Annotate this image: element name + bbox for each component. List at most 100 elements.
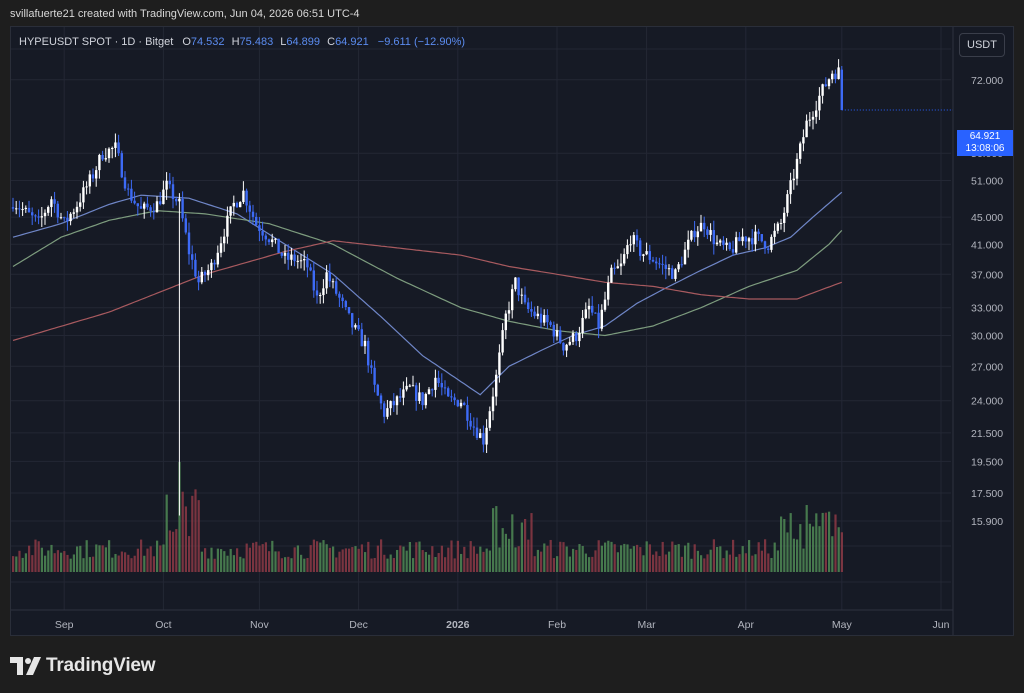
open-value: 74.532 xyxy=(190,36,225,48)
candle-body xyxy=(184,218,187,233)
x-tick-label: Mar xyxy=(638,619,657,631)
candle-body xyxy=(479,433,482,438)
volume-bar xyxy=(498,547,501,572)
candle-body xyxy=(280,252,283,256)
candle-body xyxy=(693,230,696,238)
volume-bar xyxy=(120,551,123,572)
candle-body xyxy=(59,217,63,219)
volume-bar xyxy=(124,552,127,572)
volume-bar xyxy=(172,531,175,572)
volume-bar xyxy=(188,536,191,572)
price-chart[interactable]: 80.00072.00056.00051.00045.00041.00037.0… xyxy=(11,27,1013,635)
volume-bar xyxy=(479,546,482,572)
candle-body xyxy=(216,252,219,265)
volume-bar xyxy=(812,526,815,572)
volume-bar xyxy=(405,550,408,572)
candle-body xyxy=(104,158,107,160)
volume-bar xyxy=(428,554,431,572)
volume-bar xyxy=(783,518,786,572)
candle-body xyxy=(837,67,840,79)
volume-bar xyxy=(792,538,795,572)
volume-bar xyxy=(642,555,645,572)
y-tick-label: 45.000 xyxy=(971,212,1003,224)
candle-body xyxy=(722,240,725,246)
candle-body xyxy=(536,313,539,317)
candle-body xyxy=(818,95,821,111)
chart-panel[interactable]: 80.00072.00056.00051.00045.00041.00037.0… xyxy=(10,26,1014,636)
currency-selector[interactable]: USDT xyxy=(959,33,1005,57)
volume-bar xyxy=(620,545,623,572)
candle-body xyxy=(40,216,43,218)
candle-body xyxy=(24,207,27,210)
candle-body xyxy=(376,384,379,396)
candle-body xyxy=(347,306,351,314)
candle-body xyxy=(139,206,143,209)
volume-bar xyxy=(504,533,507,572)
candle-body xyxy=(799,143,802,159)
volume-bar xyxy=(284,557,287,572)
candle-body xyxy=(421,392,424,406)
candle-body xyxy=(619,263,623,267)
volume-bar xyxy=(300,554,303,572)
volume-bar xyxy=(840,532,843,572)
volume-bar xyxy=(520,522,523,572)
volume-bar xyxy=(136,548,139,572)
volume-bar xyxy=(108,540,111,572)
volume-bar xyxy=(725,550,728,572)
candle-body xyxy=(751,238,754,245)
volume-bar xyxy=(360,544,363,572)
candle-body xyxy=(757,231,760,235)
volume-bar xyxy=(444,557,447,572)
y-tick-label: 27.000 xyxy=(971,361,1003,373)
candle-body xyxy=(223,236,226,244)
candle-body xyxy=(610,267,613,283)
candle-body xyxy=(562,342,565,351)
volume-bar xyxy=(818,526,821,572)
volume-bar xyxy=(805,505,808,572)
candle-body xyxy=(351,313,354,328)
candle-body xyxy=(200,271,203,283)
candle-body xyxy=(335,281,338,294)
candle-body xyxy=(683,249,687,265)
volume-bar xyxy=(776,550,779,572)
candle-body xyxy=(482,433,485,445)
candle-body xyxy=(699,222,703,232)
candle-body xyxy=(475,427,479,438)
candle-body xyxy=(824,84,827,87)
volume-bar xyxy=(133,555,136,572)
volume-bar xyxy=(754,554,757,572)
candle-body xyxy=(709,230,712,235)
volume-bar xyxy=(751,555,754,572)
volume-bar xyxy=(146,548,149,572)
candle-body xyxy=(546,314,549,323)
candle-body xyxy=(296,260,299,262)
candle-body xyxy=(69,213,72,222)
volume-bar xyxy=(572,548,575,572)
y-tick-label: 41.000 xyxy=(971,239,1003,251)
volume-bar xyxy=(492,508,495,572)
volume-bar xyxy=(357,548,360,572)
candle-body xyxy=(453,397,456,401)
candle-body xyxy=(402,389,405,398)
candle-body xyxy=(354,325,357,328)
volume-bar xyxy=(101,545,104,572)
candle-body xyxy=(667,268,671,270)
volume-bar xyxy=(165,494,168,572)
candle-body xyxy=(840,69,843,111)
candle-body xyxy=(504,313,507,331)
candle-body xyxy=(491,396,495,412)
candle-body xyxy=(763,241,767,249)
volume-bar xyxy=(786,532,789,572)
volume-bar xyxy=(837,527,840,572)
volume-bar xyxy=(328,547,331,572)
candle-body xyxy=(680,264,683,266)
low-label: L xyxy=(280,36,287,48)
volume-bar xyxy=(181,491,184,572)
candle-body xyxy=(91,174,95,179)
high-label: H xyxy=(231,36,240,48)
volume-bar xyxy=(159,545,162,572)
y-tick-label: 72.000 xyxy=(971,75,1003,87)
volume-bar xyxy=(130,558,133,572)
volume-bar xyxy=(31,555,34,572)
